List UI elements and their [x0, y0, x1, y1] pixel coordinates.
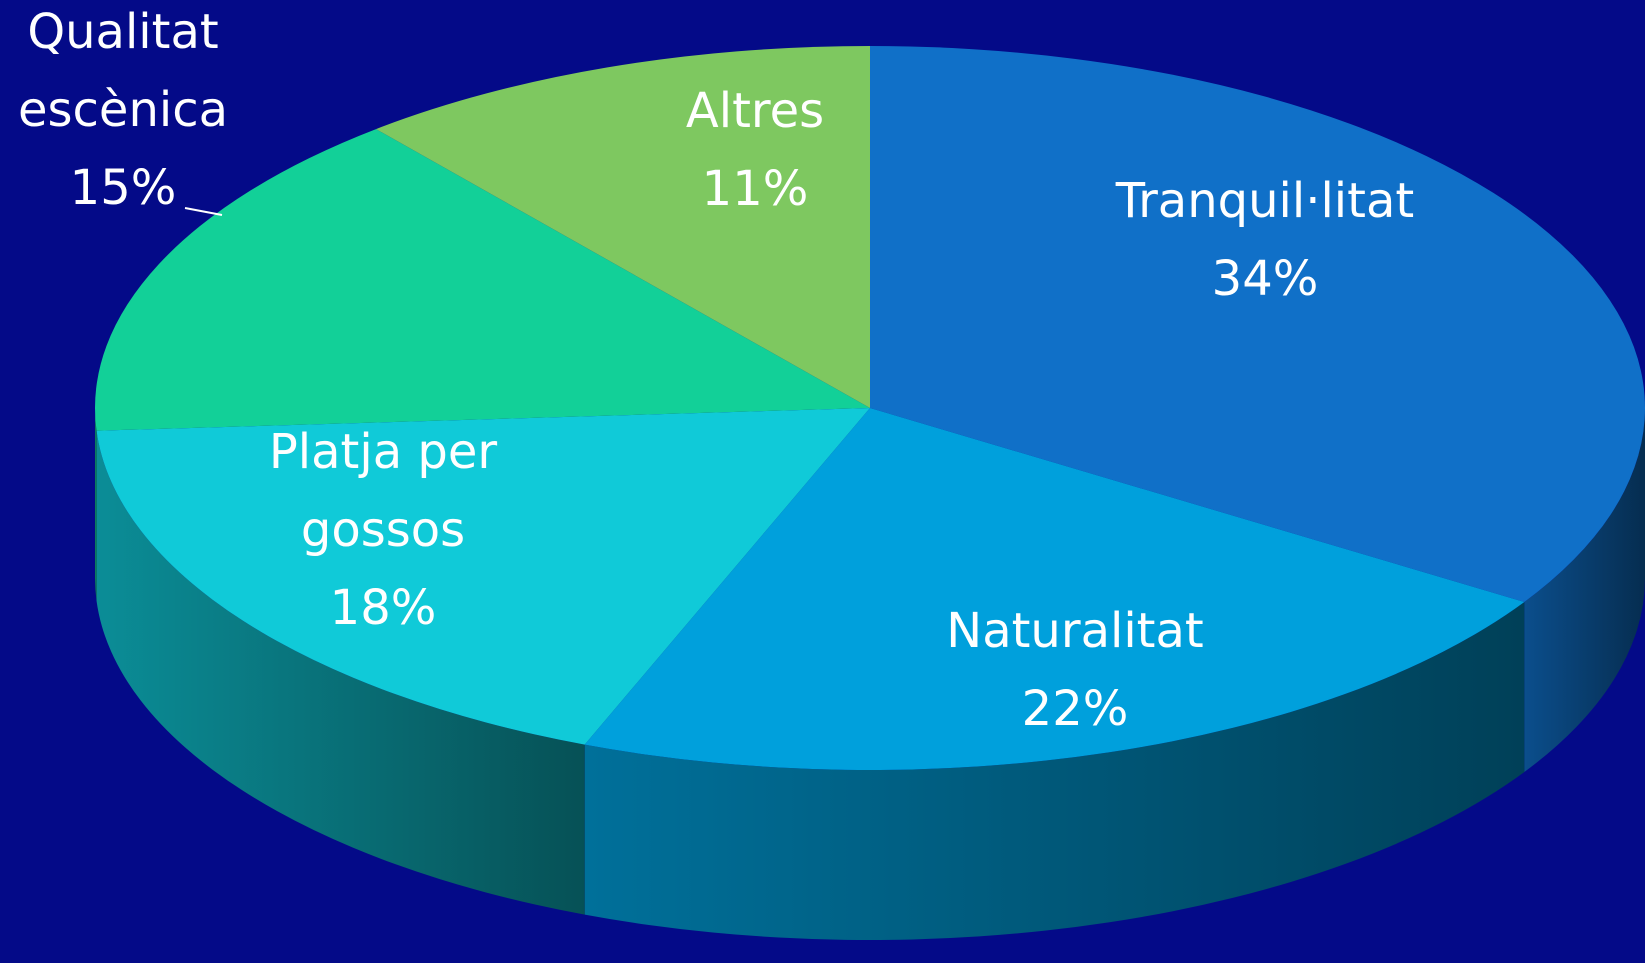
pie-tops: [94, 46, 1645, 770]
pie-slice-side: [95, 408, 97, 601]
value-label: 34%: [1211, 251, 1319, 307]
category-label: Altres: [685, 83, 825, 139]
value-label: 15%: [69, 160, 177, 216]
pie-slice: [870, 46, 1645, 602]
pie-slice: [584, 408, 1525, 770]
category-label: Qualitat escènica: [17, 4, 229, 138]
category-label: Tranquil·litat: [1115, 173, 1415, 229]
pie-slice-side: [1524, 408, 1645, 772]
data-label: Altres 11%: [555, 72, 955, 228]
pie-slice: [375, 46, 870, 408]
pie-slice-side: [96, 430, 585, 915]
value-label: 11%: [701, 161, 809, 217]
leader-line: [184, 207, 223, 216]
pie-slice: [96, 408, 870, 745]
category-label: Platja per gossos: [268, 424, 498, 558]
pie-sides: [95, 408, 1645, 940]
data-label: Naturalitat 22%: [875, 592, 1275, 748]
data-label: Qualitat escènica 15%: [3, 0, 243, 227]
pie-slice-side: [584, 601, 1525, 940]
pie-slice: [94, 129, 870, 431]
data-label: Platja per gossos 18%: [253, 413, 513, 647]
data-label: Tranquil·litat 34%: [1065, 162, 1465, 318]
value-label: 18%: [329, 580, 437, 636]
value-label: 22%: [1021, 681, 1129, 737]
category-label: Naturalitat: [946, 603, 1204, 659]
